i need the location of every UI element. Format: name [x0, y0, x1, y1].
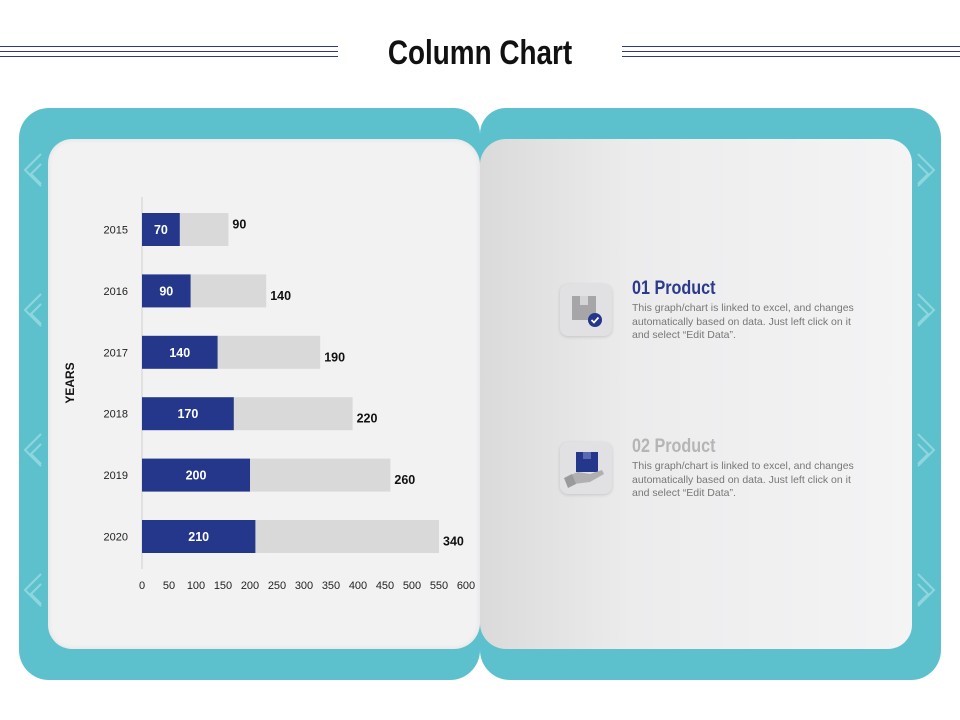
x-tick-label-400: 400 — [349, 580, 367, 592]
box-check-icon — [560, 284, 612, 336]
chevron-pattern-left — [23, 153, 42, 607]
x-tick-label-350: 350 — [322, 580, 340, 592]
y-tick-label-2017: 2017 — [104, 347, 128, 359]
y-tick-label-2019: 2019 — [104, 470, 128, 482]
data-label-series1-2016: 90 — [159, 284, 173, 298]
data-label-series1-2015: 70 — [154, 223, 168, 237]
title-rule-left — [0, 46, 338, 60]
product-1-description: This graph/chart is linked to excel, and… — [632, 302, 854, 341]
y-tick-label-2015: 2015 — [104, 225, 128, 237]
page-right — [480, 139, 912, 649]
bar-series1-2018 — [142, 397, 234, 431]
x-tick-label-250: 250 — [268, 580, 286, 592]
bar-series2-2017 — [217, 335, 321, 369]
data-label-series2-2020: 340 — [443, 535, 464, 549]
bar-series1-2016 — [142, 274, 191, 308]
bar-series2-2019 — [250, 458, 391, 492]
data-label-series2-2019: 260 — [394, 473, 415, 487]
page-left — [48, 139, 480, 649]
title-rule-right — [622, 46, 960, 60]
data-label-series2-2016: 140 — [270, 289, 291, 303]
bar-series1-2019 — [142, 458, 250, 492]
bar-series1-2020 — [142, 520, 256, 553]
bar-series1-2015 — [142, 213, 180, 246]
x-tick-label-300: 300 — [295, 580, 313, 592]
data-label-series2-2017: 190 — [324, 350, 345, 364]
page-title: Column Chart — [387, 34, 573, 72]
data-label-series1-2017: 140 — [169, 346, 190, 360]
chevron-pattern-right — [917, 153, 936, 607]
x-tick-label-600: 600 — [457, 580, 475, 592]
hand-box-icon — [560, 442, 612, 494]
data-label-series1-2019: 200 — [186, 469, 207, 483]
x-tick-label-500: 500 — [403, 580, 421, 592]
title-bar: Column Chart — [0, 28, 960, 84]
x-tick-label-200: 200 — [241, 580, 259, 592]
product-1-title: 01 Product — [632, 278, 716, 299]
y-tick-label-2016: 2016 — [104, 286, 128, 298]
y-axis-label: YEARS — [63, 362, 77, 403]
bar-series1-2017 — [142, 335, 218, 369]
x-tick-label-550: 550 — [430, 580, 448, 592]
x-tick-label-100: 100 — [187, 580, 205, 592]
bar-series2-2020 — [255, 520, 439, 553]
data-label-series2-2018: 220 — [357, 412, 378, 426]
bar-chart: YEARS 70 90 2015 90 140 2016 140 190 2017 170 220 20… — [63, 197, 475, 592]
data-label-series1-2018: 170 — [177, 407, 198, 421]
x-tick-label-50: 50 — [163, 580, 175, 592]
bar-series2-2018 — [233, 397, 353, 431]
x-tick-label-0: 0 — [139, 580, 145, 592]
x-tick-label-450: 450 — [376, 580, 394, 592]
product-2-description: This graph/chart is linked to excel, and… — [632, 460, 854, 499]
bar-series2-2015 — [179, 213, 229, 246]
data-label-series1-2020: 210 — [188, 530, 209, 544]
y-tick-label-2020: 2020 — [104, 532, 128, 544]
x-tick-label-150: 150 — [214, 580, 232, 592]
y-tick-label-2018: 2018 — [104, 409, 128, 421]
data-label-series2-2015: 90 — [232, 218, 246, 232]
bar-series2-2016 — [190, 274, 267, 308]
product-2-title: 02 Product — [632, 436, 716, 457]
